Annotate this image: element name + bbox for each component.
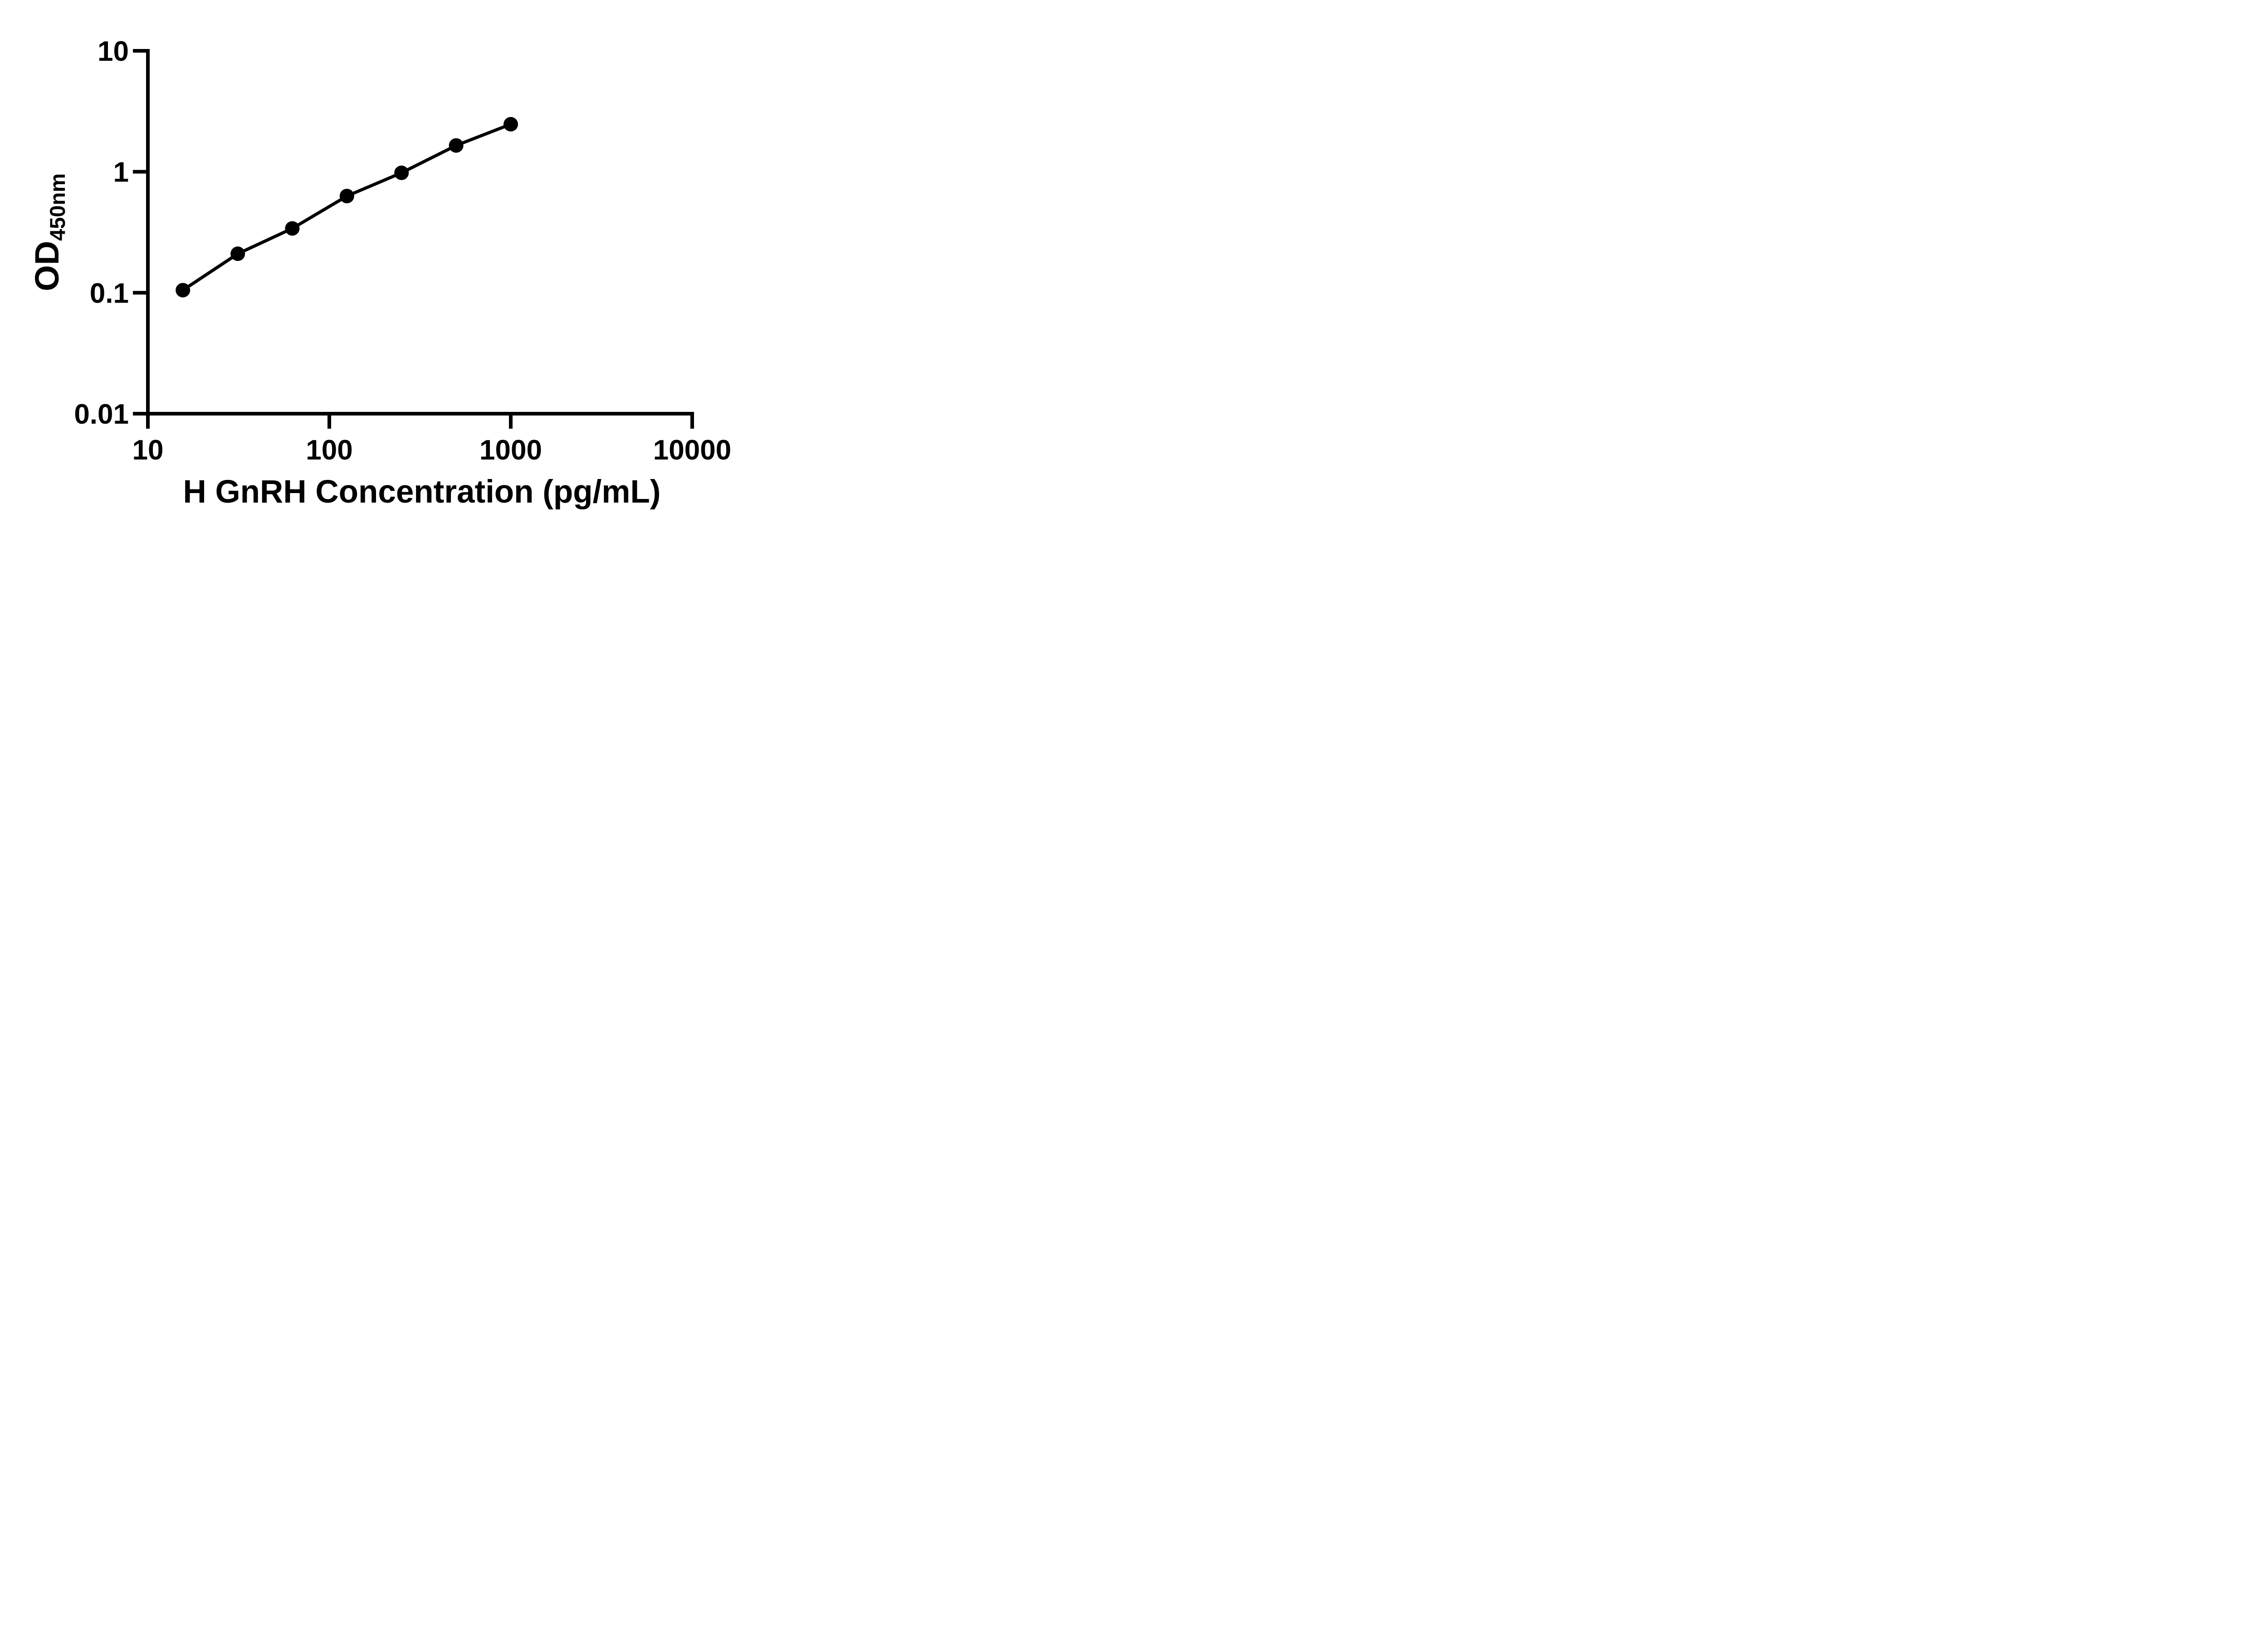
y-tick-label: 0.01: [74, 399, 129, 430]
data-series: [176, 117, 518, 298]
x-tick-label: 10: [132, 435, 164, 466]
x-tick-label: 10000: [653, 435, 731, 466]
y-axis-title: OD450nm: [28, 173, 69, 291]
x-axis-title: H GnRH Concentration (pg/mL): [183, 474, 660, 510]
data-point: [394, 166, 409, 180]
data-point: [230, 246, 245, 261]
data-point: [285, 221, 300, 236]
x-tick-label: 1000: [479, 435, 542, 466]
y-tick-label: 1: [113, 157, 129, 188]
y-tick-label: 10: [98, 36, 129, 67]
y-axis-title-sub: 450nm: [45, 173, 69, 241]
data-point: [339, 189, 354, 204]
y-axis-title-main: OD: [28, 241, 66, 291]
data-point: [449, 138, 464, 153]
data-point: [176, 283, 191, 298]
y-tick-label: 0.1: [90, 278, 129, 309]
x-tick-label: 100: [306, 435, 352, 466]
elisa-standard-curve-figure: 10 1 0.1 0.01 10 100 1000 10000 H GnRH Concentr…: [0, 0, 776, 544]
data-point: [503, 117, 518, 132]
